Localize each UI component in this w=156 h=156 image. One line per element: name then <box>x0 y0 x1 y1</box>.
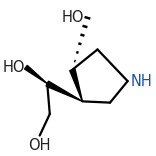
Polygon shape <box>24 65 47 84</box>
Text: OH: OH <box>28 138 51 153</box>
Polygon shape <box>46 81 82 101</box>
Text: HO: HO <box>61 10 84 25</box>
Text: HO: HO <box>2 60 25 75</box>
Polygon shape <box>70 69 82 101</box>
Text: NH: NH <box>131 74 153 89</box>
